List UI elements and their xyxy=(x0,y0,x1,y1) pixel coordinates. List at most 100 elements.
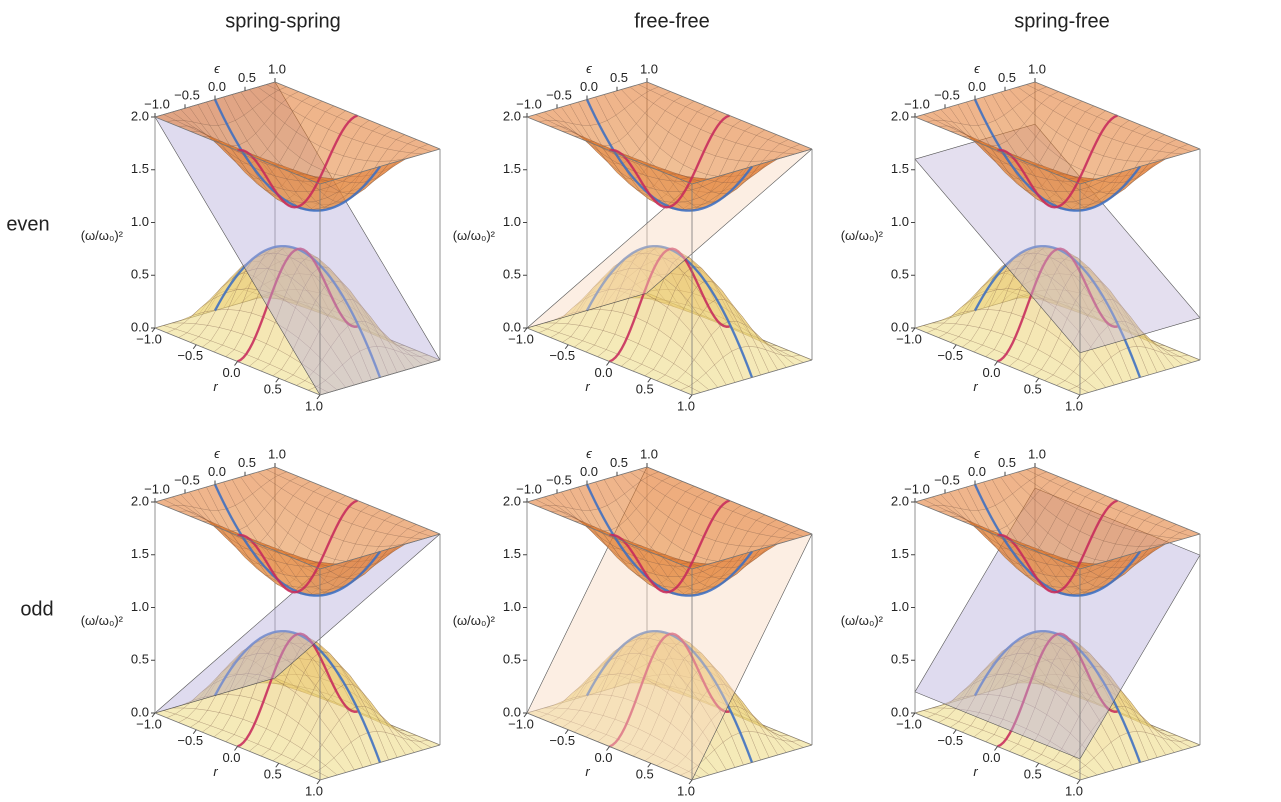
y-tick-label: 0.0 xyxy=(208,464,226,479)
mode-curve xyxy=(237,114,358,209)
y-tick-label: 0.5 xyxy=(238,455,256,470)
x-tick xyxy=(151,327,156,333)
z-tick-label: 1.0 xyxy=(131,599,149,614)
x-tick-label: −1.0 xyxy=(896,331,922,346)
z-tick-label: 1.5 xyxy=(131,161,149,176)
box-edge xyxy=(526,116,693,185)
surface-panel: 0.00.51.01.52.0−1.0−0.50.00.51.0−1.0−0.5… xyxy=(81,446,441,798)
row-label: even xyxy=(6,213,49,235)
x-tick-label: 0.5 xyxy=(636,382,654,397)
surface-panel: 0.00.51.01.52.0−1.0−0.50.00.51.0−1.0−0.5… xyxy=(841,61,1201,413)
z-tick-label: 2.0 xyxy=(131,108,149,123)
z-axis-label: (ω/ω₀)² xyxy=(841,228,884,243)
box-edge xyxy=(1079,148,1201,185)
y-tick-label: 1.0 xyxy=(640,61,658,76)
box-edge xyxy=(319,359,441,396)
x-tick xyxy=(1035,377,1040,383)
x-tick xyxy=(316,779,321,785)
y-tick-label: 0.5 xyxy=(610,455,628,470)
y-axis-label: ϵ xyxy=(586,61,592,76)
y-axis-label: ϵ xyxy=(214,61,220,76)
y-tick-label: 1.0 xyxy=(640,446,658,461)
y-tick-label: 1.0 xyxy=(1028,61,1046,76)
x-tick xyxy=(994,361,998,366)
y-tick-label: 1.0 xyxy=(268,446,286,461)
x-tick xyxy=(564,344,569,350)
y-tick-label: −1.0 xyxy=(904,481,930,496)
x-tick-label: 0.5 xyxy=(264,767,282,782)
column-title: spring-free xyxy=(1014,10,1110,32)
z-tick-label: 1.0 xyxy=(131,214,149,229)
y-tick-label: −1.0 xyxy=(516,481,542,496)
z-tick-label: 0.0 xyxy=(891,319,909,334)
z-axis-label: (ω/ω₀)² xyxy=(841,613,884,628)
surface-panel: 0.00.51.01.52.0−1.0−0.50.00.51.0−1.0−0.5… xyxy=(453,61,813,413)
y-axis-label: ϵ xyxy=(586,446,592,461)
z-axis-label: (ω/ω₀)² xyxy=(453,613,496,628)
box-edge xyxy=(319,533,441,570)
z-tick-label: 1.5 xyxy=(891,546,909,561)
x-tick xyxy=(647,377,652,383)
x-tick-label: −0.5 xyxy=(549,733,575,748)
row-label: odd xyxy=(20,598,53,620)
y-tick-label: −0.5 xyxy=(174,473,200,488)
x-tick-label: 0.5 xyxy=(636,767,654,782)
x-tick xyxy=(234,746,238,751)
y-tick-label: 0.5 xyxy=(610,70,628,85)
z-axis-label: (ω/ω₀)² xyxy=(453,228,496,243)
y-tick-label: −0.5 xyxy=(934,88,960,103)
y-tick-label: −0.5 xyxy=(546,88,572,103)
x-axis-label: r xyxy=(213,379,218,394)
x-tick-label: −1.0 xyxy=(508,331,534,346)
y-tick-label: −1.0 xyxy=(516,96,542,111)
z-tick-label: 0.0 xyxy=(503,319,521,334)
y-tick-label: −0.5 xyxy=(934,473,960,488)
mode-curve xyxy=(236,247,358,363)
x-tick-label: 0.0 xyxy=(982,750,1000,765)
y-tick-label: 0.0 xyxy=(580,464,598,479)
z-tick-label: 0.0 xyxy=(131,704,149,719)
x-tick xyxy=(1076,394,1081,400)
x-tick-label: 1.0 xyxy=(305,398,323,413)
x-tick-label: 0.5 xyxy=(1024,767,1042,782)
z-tick-label: 0.5 xyxy=(503,267,521,282)
x-tick xyxy=(316,394,321,400)
x-tick-label: 0.0 xyxy=(594,365,612,380)
x-tick xyxy=(952,344,957,350)
x-tick xyxy=(192,344,197,350)
x-tick-label: −0.5 xyxy=(177,733,203,748)
y-tick-label: 1.0 xyxy=(268,61,286,76)
x-axis-label: r xyxy=(585,379,590,394)
column-title: free-free xyxy=(634,10,710,32)
x-tick xyxy=(234,361,238,366)
x-tick xyxy=(606,361,610,366)
y-tick-label: −1.0 xyxy=(144,96,170,111)
x-tick xyxy=(275,377,280,383)
x-tick-label: 0.0 xyxy=(982,365,1000,380)
y-tick-label: −1.0 xyxy=(144,481,170,496)
surface-panel: 0.00.51.01.52.0−1.0−0.50.00.51.0−1.0−0.5… xyxy=(81,61,441,413)
z-tick-label: 2.0 xyxy=(891,108,909,123)
y-tick-label: 0.5 xyxy=(998,70,1016,85)
z-tick-label: 1.0 xyxy=(503,599,521,614)
x-tick-label: 0.0 xyxy=(222,750,240,765)
y-tick-label: −0.5 xyxy=(174,88,200,103)
z-tick-label: 2.0 xyxy=(131,493,149,508)
x-tick-label: −1.0 xyxy=(508,716,534,731)
x-tick-label: 1.0 xyxy=(677,398,695,413)
box-edge xyxy=(691,148,813,185)
x-tick-label: −1.0 xyxy=(136,716,162,731)
x-tick xyxy=(151,712,156,718)
mode-curve xyxy=(237,499,358,594)
surface-panel: 0.00.51.01.52.0−1.0−0.50.00.51.0−1.0−0.5… xyxy=(841,446,1201,798)
z-tick-label: 1.0 xyxy=(503,214,521,229)
z-axis-label: (ω/ω₀)² xyxy=(81,613,124,628)
x-tick-label: 0.0 xyxy=(594,750,612,765)
x-tick xyxy=(911,327,916,333)
y-tick-label: 0.0 xyxy=(968,464,986,479)
column-title: spring-spring xyxy=(225,10,341,32)
z-tick-label: 2.0 xyxy=(503,108,521,123)
surface-panel: 0.00.51.01.52.0−1.0−0.50.00.51.0−1.0−0.5… xyxy=(453,446,813,798)
mode-curve xyxy=(996,247,1118,363)
